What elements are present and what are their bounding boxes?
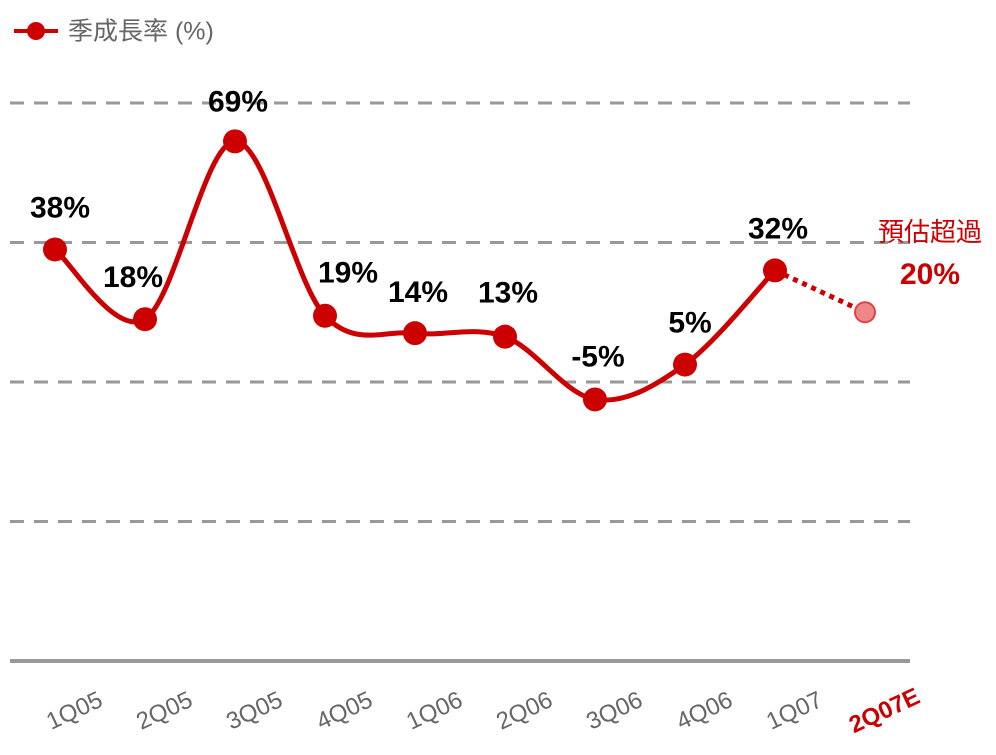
data-label: 32% [748,212,808,245]
marker [583,387,607,412]
data-label: 19% [318,257,378,290]
marker [313,303,337,328]
x-tick-label: 2Q06 [492,686,557,735]
marker [763,258,787,283]
x-tick-label: 4Q05 [312,686,377,735]
data-label: -5% [571,340,624,373]
projected-marker [854,301,876,324]
x-tick-label: 2Q07E [845,683,924,739]
x-tick-label: 2Q05 [132,686,197,735]
legend-label: 季成長率 (%) [68,18,214,46]
marker [43,237,67,262]
data-label: 69% [208,85,268,118]
x-tick-label: 1Q07 [762,686,827,735]
x-tick-label: 3Q06 [582,686,647,735]
projected-line [773,268,867,315]
marker [133,307,157,332]
x-tick-label: 3Q05 [222,686,287,735]
annotation: 預估超過 [878,217,982,247]
marker [673,352,697,377]
data-label: 14% [388,276,448,309]
x-tick-label: 4Q06 [672,686,737,735]
marker [403,321,427,346]
data-label: 38% [30,191,90,224]
legend-marker [27,22,45,40]
marker [493,324,517,349]
data-label: 18% [103,261,163,294]
x-tick-label: 1Q05 [42,686,107,735]
data-label: 13% [478,277,538,310]
series-line [53,138,777,403]
x-tick-label: 1Q06 [402,686,467,735]
data-label: 5% [668,306,711,339]
marker [223,129,247,154]
data-label: 20% [900,258,960,291]
